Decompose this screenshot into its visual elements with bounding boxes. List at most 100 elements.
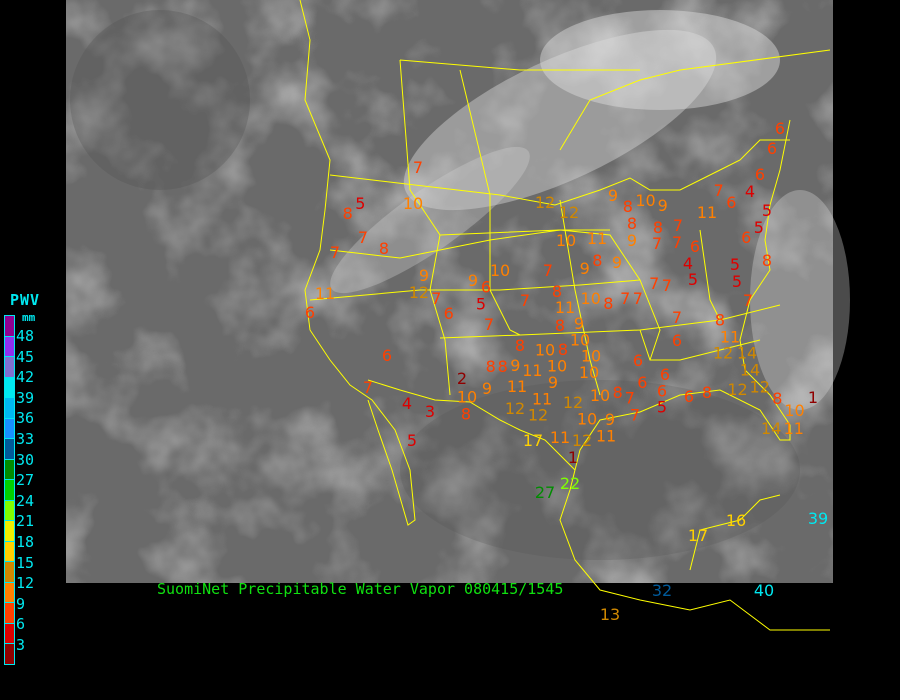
legend-swatch: [4, 581, 15, 602]
station-value: 8: [515, 336, 525, 355]
station-value: 12: [409, 283, 429, 302]
station-value: 9: [658, 196, 668, 215]
station-value: 7: [330, 243, 340, 262]
station-value: 10: [547, 357, 567, 376]
station-value: 39: [808, 509, 828, 528]
legend-swatch: [4, 335, 15, 356]
station-value: 11: [522, 361, 542, 380]
station-value: 8: [461, 404, 471, 423]
station-value: 11: [507, 377, 527, 396]
station-value: 5: [754, 218, 764, 237]
legend-label: 9: [16, 594, 26, 613]
station-value: 7: [625, 389, 635, 408]
legend-swatch: [4, 479, 15, 500]
station-value: 12: [528, 406, 548, 425]
station-value: 11: [587, 229, 607, 248]
legend-swatch: [4, 315, 15, 336]
legend-label: 21: [16, 512, 35, 531]
station-value: 6: [775, 119, 785, 138]
station-value: 8: [555, 316, 565, 335]
station-value: 32: [652, 581, 672, 600]
legend-swatch: [4, 356, 15, 377]
station-value: 7: [520, 291, 530, 310]
station-value: 7: [652, 234, 662, 253]
station-value: 6: [767, 139, 777, 158]
station-value: 11: [532, 389, 552, 408]
station-value: 10: [590, 386, 610, 405]
station-value: 9: [468, 271, 478, 290]
legend-swatch: [4, 499, 15, 520]
station-value: 14: [737, 343, 757, 362]
station-value: 7: [673, 216, 683, 235]
station-value: 9: [510, 356, 520, 375]
legend-label: 48: [16, 327, 35, 345]
legend-label: 36: [16, 409, 35, 428]
station-value: 9: [580, 259, 590, 278]
legend-swatch: [4, 561, 15, 582]
station-value: 9: [482, 379, 492, 398]
station-value: 10: [579, 363, 599, 382]
legend-label: 18: [16, 533, 35, 551]
station-value: 8: [702, 383, 712, 402]
station-value: 5: [730, 255, 740, 274]
station-value: 14: [740, 361, 760, 380]
station-value: 8: [498, 357, 508, 376]
station-value: 10: [784, 401, 804, 420]
color-scale: [4, 315, 15, 665]
station-value: 11: [784, 419, 804, 438]
station-value: 12: [563, 393, 583, 412]
station-value: 4: [402, 394, 412, 413]
legend-title: PWV: [10, 291, 41, 309]
legend-label: 39: [16, 388, 35, 407]
legend-label: 30: [16, 450, 35, 469]
legend-swatch: [4, 643, 15, 665]
station-value: 12: [713, 344, 733, 363]
legend-swatch: [4, 458, 15, 479]
gulf-coast-south: [689, 494, 781, 571]
station-value: 10: [581, 289, 601, 308]
station-value: 8: [772, 389, 782, 408]
station-value: 7: [620, 289, 630, 308]
legend-label: 3: [16, 636, 26, 654]
station-value: 8: [715, 311, 725, 330]
map-borders: [299, 0, 831, 631]
station-value: 9: [605, 410, 615, 429]
station-value: 8: [653, 218, 663, 237]
station-value: 8: [623, 197, 633, 216]
legend-label: 27: [16, 471, 35, 490]
station-value: 22: [560, 474, 580, 493]
east-coastline: [559, 119, 830, 631]
station-value: 7: [543, 261, 553, 280]
station-value: 8: [486, 357, 496, 376]
station-value: 8: [379, 239, 389, 258]
station-value: 7: [672, 233, 682, 252]
station-value: 2: [457, 369, 467, 388]
us-mexico-border: [367, 379, 576, 471]
station-value: 10: [457, 388, 477, 407]
station-value: 6: [444, 304, 454, 323]
station-value: 5: [657, 398, 667, 417]
station-value: 6: [726, 193, 736, 212]
station-value: 11: [315, 284, 335, 303]
station-value: 5: [732, 272, 742, 291]
station-value: 9: [612, 253, 622, 272]
station-value: 6: [690, 237, 700, 256]
station-value: 7: [633, 289, 643, 308]
station-value: 17: [523, 431, 543, 450]
station-value: 10: [581, 347, 601, 366]
station-value: 9: [548, 373, 558, 392]
station-value: 11: [697, 203, 717, 222]
pacific-coastline: [299, 0, 416, 526]
station-value: 8: [343, 204, 353, 223]
station-value: 5: [355, 194, 365, 213]
station-value: 1: [568, 448, 578, 467]
station-value: 7: [413, 158, 423, 177]
station-value: 10: [490, 261, 510, 280]
station-value: 14: [761, 419, 781, 438]
station-value: 17: [688, 526, 708, 545]
legend-label: 6: [16, 615, 26, 634]
station-value: 7: [484, 315, 494, 334]
station-value: 11: [596, 427, 616, 446]
station-value: 12: [750, 377, 770, 396]
